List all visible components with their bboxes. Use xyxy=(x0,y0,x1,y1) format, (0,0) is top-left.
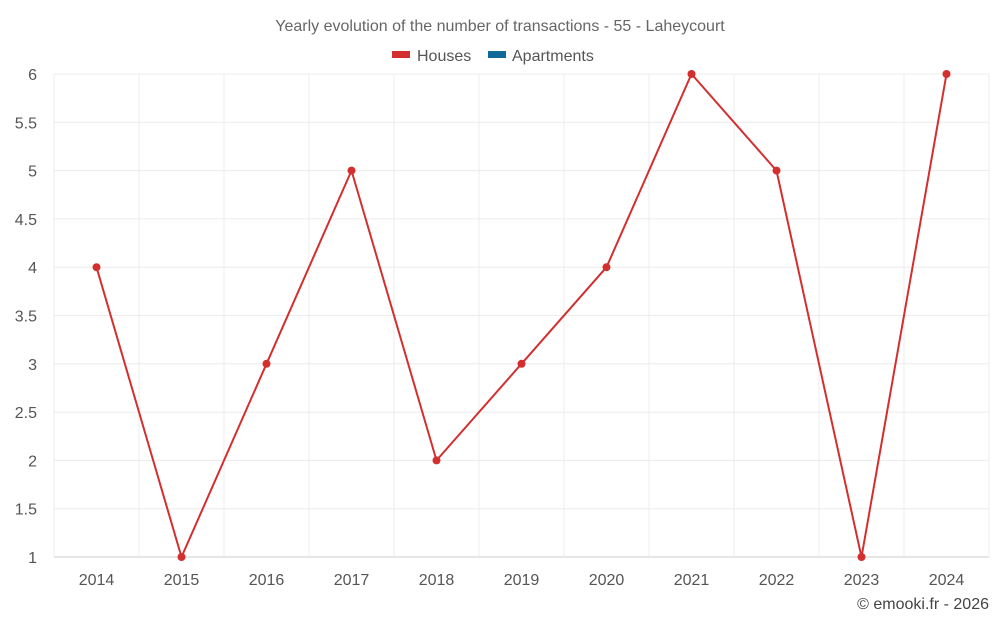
data-point-houses[interactable] xyxy=(942,70,951,78)
data-point-houses[interactable] xyxy=(432,456,441,465)
x-axis: 2014 2015 2016 2017 2018 2019 2020 2021 2022 2023… xyxy=(79,572,965,589)
x-tick-label: 2024 xyxy=(929,572,965,589)
legend-swatch-houses xyxy=(392,51,410,58)
y-tick-label: 4.5 xyxy=(15,212,37,229)
legend-label-houses[interactable]: Houses xyxy=(417,48,471,65)
data-point-houses[interactable] xyxy=(857,553,866,561)
data-point-houses[interactable] xyxy=(687,70,696,78)
x-tick-label: 2017 xyxy=(334,572,370,589)
data-point-houses[interactable] xyxy=(262,359,271,368)
x-tick-label: 2015 xyxy=(164,572,200,589)
y-tick-label: 6 xyxy=(28,67,37,84)
credit-text: © emooki.fr - 2026 xyxy=(857,596,989,613)
data-point-houses[interactable] xyxy=(602,263,611,272)
data-point-houses[interactable] xyxy=(347,166,356,175)
x-tick-label: 2021 xyxy=(674,572,710,589)
data-point-houses[interactable] xyxy=(92,263,101,272)
y-axis: 1 1.5 2 2.5 3 3.5 4 4.5 5 5.5 6 xyxy=(15,67,37,567)
chart-title: Yearly evolution of the number of transa… xyxy=(275,18,725,35)
y-tick-label: 2 xyxy=(28,453,37,470)
data-point-houses[interactable] xyxy=(177,553,186,561)
y-tick-label: 5.5 xyxy=(15,115,37,132)
y-tick-label: 3 xyxy=(28,357,37,374)
x-tick-label: 2022 xyxy=(759,572,795,589)
data-point-houses[interactable] xyxy=(772,166,781,175)
grid xyxy=(53,73,990,558)
x-tick-label: 2023 xyxy=(844,572,880,589)
series-houses xyxy=(92,70,951,561)
y-tick-label: 1 xyxy=(28,550,37,567)
legend: Houses Apartments xyxy=(392,48,594,65)
data-point-houses[interactable] xyxy=(517,359,526,368)
x-tick-label: 2020 xyxy=(589,572,625,589)
y-tick-label: 5 xyxy=(28,164,37,181)
x-tick-label: 2018 xyxy=(419,572,455,589)
y-tick-label: 3.5 xyxy=(15,309,37,326)
x-tick-label: 2019 xyxy=(504,572,540,589)
y-tick-label: 4 xyxy=(28,260,37,277)
x-tick-label: 2014 xyxy=(79,572,115,589)
legend-label-apartments[interactable]: Apartments xyxy=(512,48,594,65)
y-tick-label: 1.5 xyxy=(15,502,37,519)
legend-swatch-apartments xyxy=(488,51,506,58)
x-tick-label: 2016 xyxy=(249,572,285,589)
y-tick-label: 2.5 xyxy=(15,405,37,422)
